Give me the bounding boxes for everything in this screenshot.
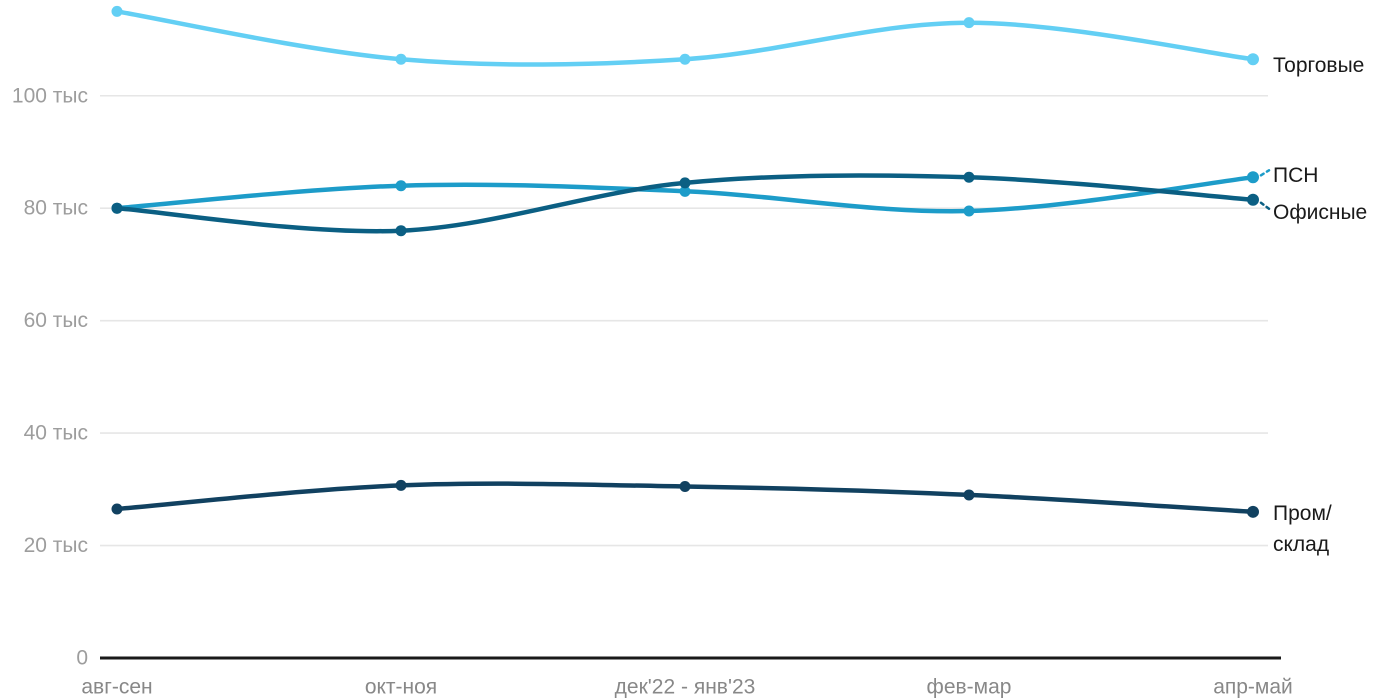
series-label-Офисные: Офисные xyxy=(1273,197,1367,228)
series-point-Офисные xyxy=(395,225,407,237)
series-point-Пром/склад xyxy=(679,481,691,493)
series-point-Офисные xyxy=(963,171,975,183)
series-point-Торговые xyxy=(1247,53,1259,66)
y-axis-tick-label: 60 тыс xyxy=(24,309,88,332)
y-axis-tick-label: 0 xyxy=(76,647,88,670)
series-point-Пром/склад xyxy=(395,479,407,491)
y-axis-tick-label: 100 тыс xyxy=(12,84,88,107)
series-point-Пром/склад xyxy=(111,503,123,515)
label-leader-line xyxy=(1259,169,1271,177)
series-label-Пром/склад: Пром/склад xyxy=(1273,498,1332,560)
series-point-ПСН xyxy=(679,185,691,197)
series-label-line: Офисные xyxy=(1273,201,1368,225)
series-label-line: Пром/ xyxy=(1273,502,1332,526)
x-axis-tick-label: апр-май xyxy=(1213,676,1293,699)
y-axis-tick-label: 80 тыс xyxy=(24,197,88,220)
series-point-Торговые xyxy=(963,17,975,29)
y-axis-tick-label: 40 тыс xyxy=(24,422,88,445)
x-axis-tick-label: дек'22 - янв'23 xyxy=(615,676,756,699)
series-point-Торговые xyxy=(679,53,691,65)
series-label-line: ПСН xyxy=(1273,163,1319,187)
series-point-Офисные xyxy=(679,177,691,189)
series-label-Торговые: Торговые xyxy=(1273,50,1364,81)
series-label-ПСН: ПСН xyxy=(1273,160,1318,191)
series-point-Офисные xyxy=(1247,193,1259,206)
series-point-ПСН xyxy=(1247,171,1259,184)
label-leader-line xyxy=(1259,201,1271,211)
series-point-ПСН xyxy=(963,205,975,217)
series-point-Торговые xyxy=(395,53,407,65)
series-point-ПСН xyxy=(395,180,407,192)
series-label-line: Торговые xyxy=(1273,53,1365,77)
y-axis-tick-label: 20 тыс xyxy=(24,534,88,557)
x-axis-tick-label: фев-мар xyxy=(927,676,1012,699)
x-axis-tick-label: окт-ноя xyxy=(365,676,437,699)
series-point-Пром/склад xyxy=(1247,505,1259,518)
series-point-Офисные xyxy=(111,202,123,214)
series-point-Торговые xyxy=(111,5,123,17)
series-label-line: склад xyxy=(1273,533,1330,557)
x-axis-tick-label: авг-сен xyxy=(81,676,152,699)
series-point-Пром/склад xyxy=(963,489,975,501)
